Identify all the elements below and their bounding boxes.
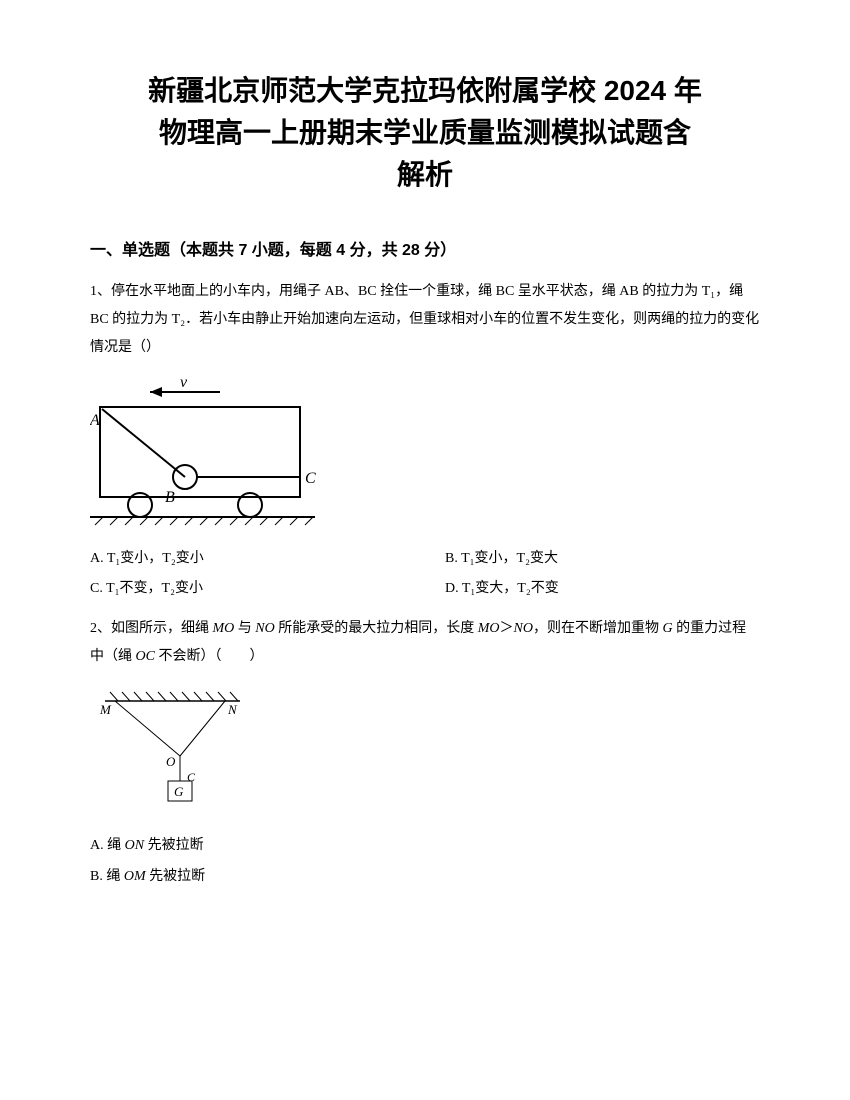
q2-options: A. 绳 ON 先被拉断 B. 绳 OM 先被拉断 bbox=[90, 831, 760, 893]
g-label: G bbox=[174, 784, 184, 799]
q2-option-b: B. 绳 OM 先被拉断 bbox=[90, 862, 760, 893]
o-label: O bbox=[166, 754, 176, 769]
a-label: A bbox=[90, 412, 100, 429]
section-header: 一、单选题（本题共 7 小题，每题 4 分，共 28 分） bbox=[90, 236, 760, 260]
q2-option-a: A. 绳 ON 先被拉断 bbox=[90, 831, 760, 862]
c-label: C bbox=[305, 470, 316, 487]
n-label: N bbox=[227, 702, 238, 717]
q1-option-b: B. T₁变小，T₂变大 bbox=[445, 547, 760, 567]
q1-option-c: C. T₁不变，T₂变小 bbox=[90, 577, 405, 597]
diagram-2: M N O C G bbox=[90, 686, 760, 816]
question-1: 1、停在水平地面上的小车内，用绳子 AB、BC 拴住一个重球，绳 BC 呈水平状… bbox=[90, 278, 760, 362]
q1-option-d: D. T₁变大，T₂不变 bbox=[445, 577, 760, 597]
q1-option-a: A. T₁变小，T₂变小 bbox=[90, 547, 405, 567]
v-label: v bbox=[180, 377, 188, 391]
question-2: 2、如图所示，细绳 MO 与 NO 所能承受的最大拉力相同，长度 MO＞NO，则… bbox=[90, 615, 760, 671]
m-label: M bbox=[99, 702, 112, 717]
q1-options: A. T₁变小，T₂变小 B. T₁变小，T₂变大 C. T₁不变，T₂变小 D… bbox=[90, 547, 760, 597]
diagram-1: v A B C bbox=[90, 377, 760, 532]
b-label: B bbox=[165, 489, 175, 506]
document-title: 新疆北京师范大学克拉玛依附属学校 2024 年 物理高一上册期末学业质量监测模拟… bbox=[90, 70, 760, 196]
